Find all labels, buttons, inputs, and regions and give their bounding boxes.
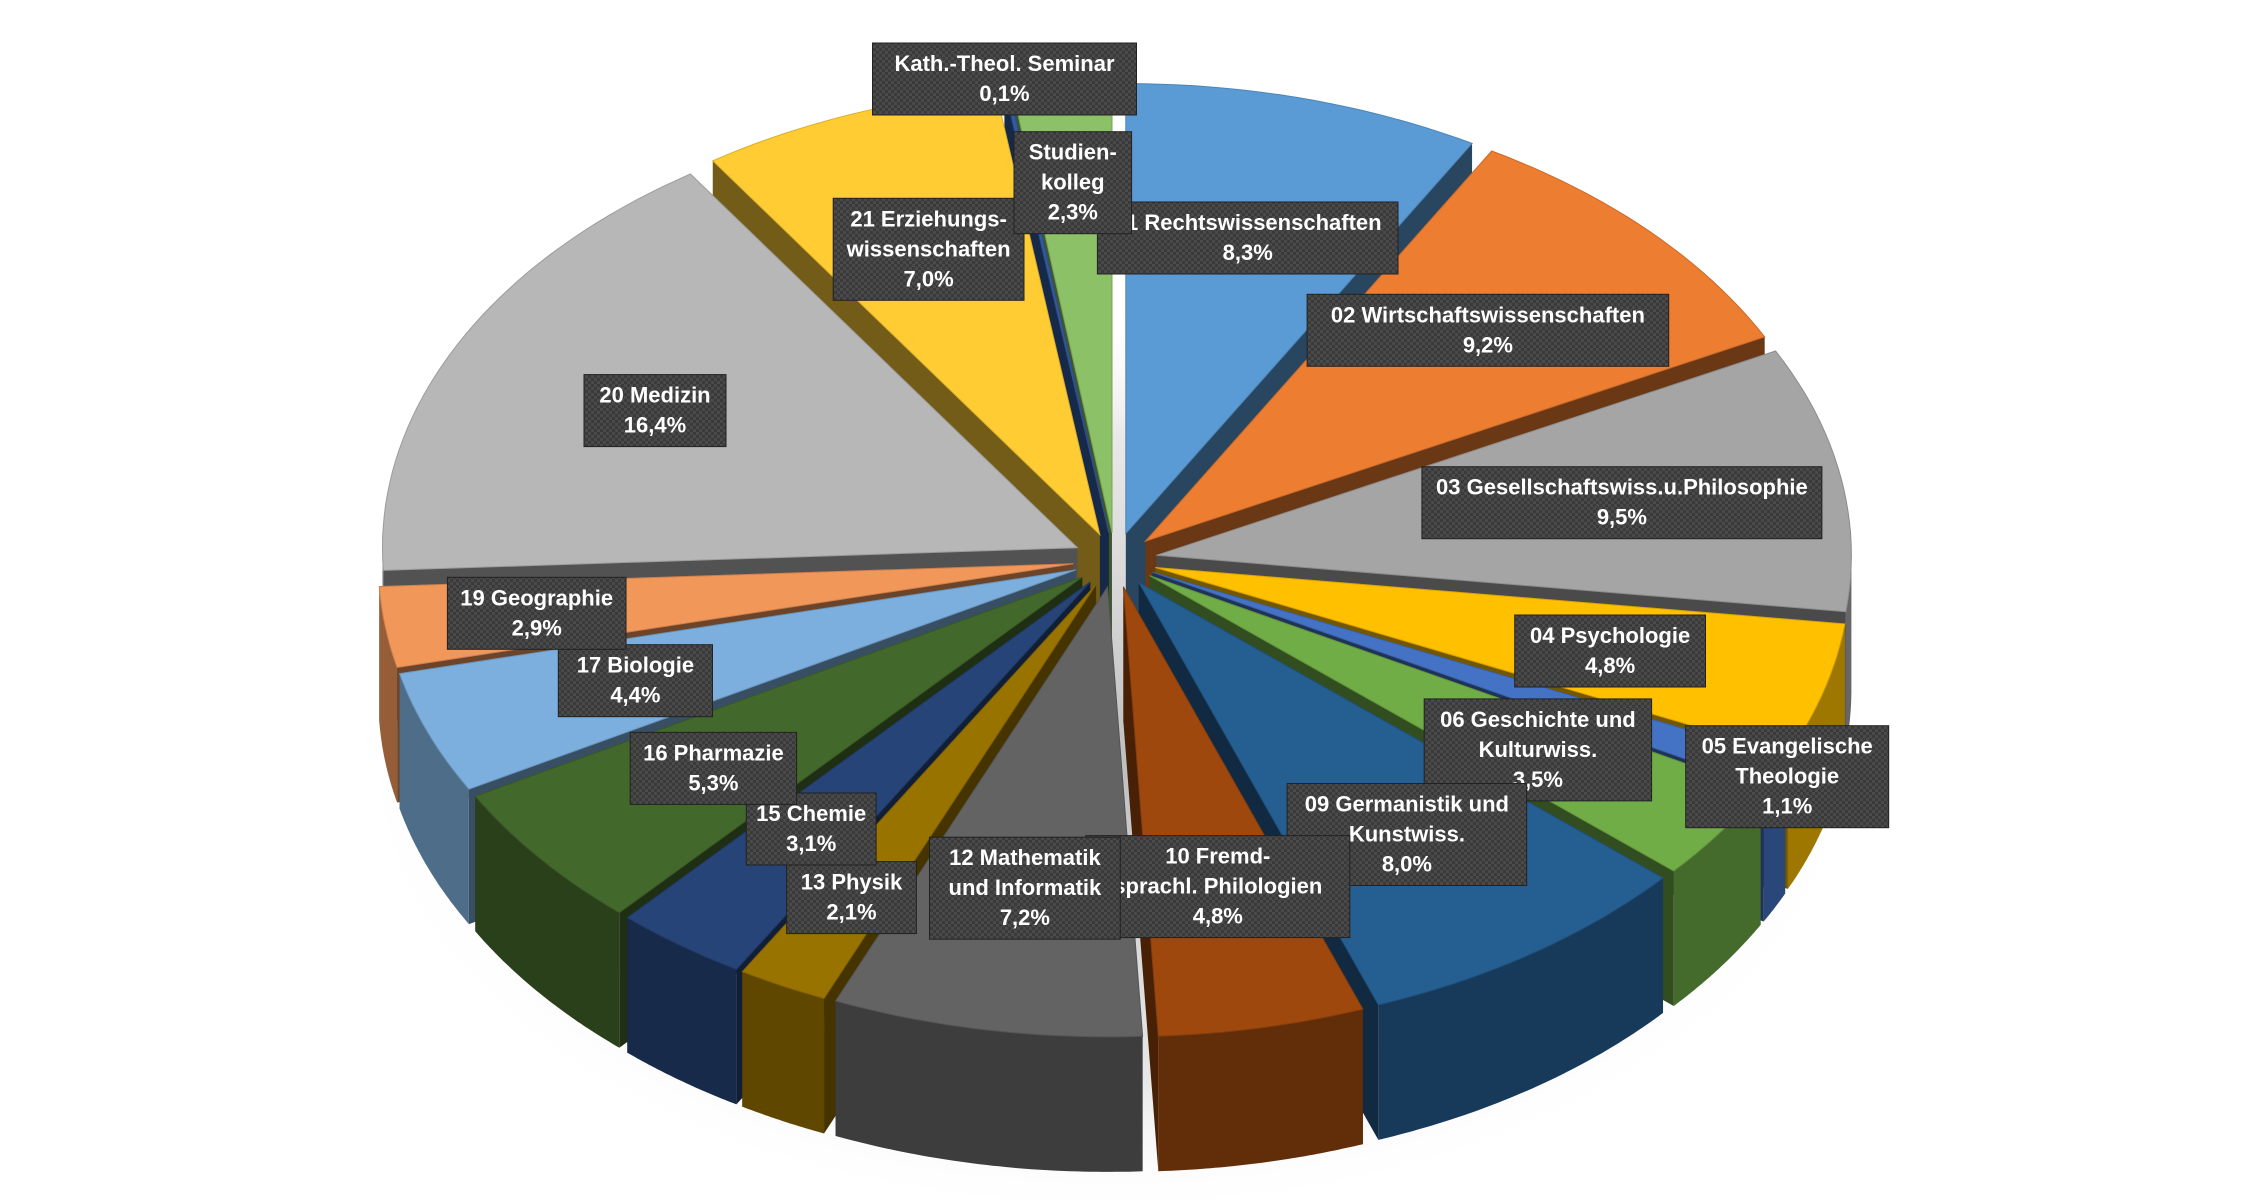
slice-value-label: 5,3%	[688, 770, 738, 795]
slice-value-label: 3,1%	[786, 831, 836, 856]
slice-value-label: 9,5%	[1597, 505, 1647, 530]
slice-name-label: 10 Fremd-	[1165, 844, 1270, 869]
slice-name-label: 06 Geschichte und	[1440, 707, 1636, 732]
slice-label: Kath.-Theol. Seminar 0,1%	[872, 42, 1137, 116]
slice-value-label: 1,1%	[1762, 794, 1812, 819]
slice-value-label: 2,1%	[826, 900, 876, 925]
slice-label: 19 Geographie 2,9%	[446, 576, 627, 650]
slice-outer-side	[627, 917, 737, 1105]
slice-name-label: 16 Pharmazie	[643, 740, 784, 765]
slice-value-label: 4,8%	[1585, 653, 1635, 678]
slice-name-label: Theologie	[1735, 764, 1839, 789]
slice-outer-side	[1158, 1009, 1363, 1172]
slice-label: 10 Fremd-sprachl. Philologien 4,8%	[1085, 835, 1351, 939]
label-box	[629, 731, 798, 805]
label-box	[745, 792, 877, 866]
slice-label: 15 Chemie 3,1%	[745, 792, 877, 866]
slice-name-label: 20 Medizin	[599, 383, 710, 408]
slice-value-label: 16,4%	[624, 413, 686, 438]
label-box	[1096, 201, 1399, 275]
slice-name-label: 17 Biologie	[577, 653, 694, 678]
label-box	[872, 42, 1137, 116]
slice-outer-side	[475, 796, 620, 1048]
slice-value-label: 7,0%	[904, 266, 954, 291]
label-box	[929, 836, 1121, 940]
pie-slice	[398, 569, 1077, 790]
slice-label: 21 Erziehungs-wissenschaften 7,0%	[832, 197, 1025, 301]
slice-name-label: kolleg	[1041, 170, 1105, 195]
slice-value-label: 8,0%	[1382, 852, 1432, 877]
slice-label: 01 Rechtswissenschaften 8,3%	[1096, 201, 1399, 275]
label-box	[446, 576, 627, 650]
slice-outer-side	[1673, 789, 1761, 1006]
label-box	[1013, 131, 1133, 235]
slice-name-label: 01 Rechtswissenschaften	[1114, 210, 1382, 235]
slice-label: 17 Biologie 4,4%	[557, 644, 713, 718]
slice-name-label: 09 Germanistik und	[1305, 792, 1509, 817]
slice-name-label: Kulturwiss.	[1479, 737, 1598, 762]
label-box	[786, 861, 917, 935]
slice-name-label: 12 Mathematik	[949, 845, 1101, 870]
label-box	[1514, 614, 1706, 688]
slice-outer-side	[1845, 555, 1852, 747]
slice-outer-side	[379, 586, 398, 803]
pie-slice	[381, 173, 1079, 571]
slice-name-label: Studien-	[1029, 140, 1117, 165]
slice-name-label: 21 Erziehungs-	[850, 206, 1006, 231]
label-box	[1085, 835, 1351, 939]
slice-name-label: 03 Gesellschaftswiss.u.Philosophie	[1436, 475, 1808, 500]
label-box	[1306, 293, 1670, 367]
slice-label: 12 Mathematik und Informatik 7,2%	[929, 836, 1121, 940]
slice-value-label: 7,2%	[1000, 905, 1050, 930]
pie-slice	[1125, 83, 1473, 535]
slice-label: 02 Wirtschaftswissenschaften 9,2%	[1306, 293, 1670, 367]
label-box	[583, 374, 727, 448]
slice-name-label: 19 Geographie	[460, 585, 613, 610]
slice-value-label: 8,3%	[1223, 240, 1273, 265]
slice-name-label: 02 Wirtschaftswissenschaften	[1331, 302, 1645, 327]
slice-label: 16 Pharmazie 5,3%	[629, 731, 798, 805]
slice-label: 05 Evangelische Theologie 1,1%	[1685, 725, 1890, 829]
slice-name-label: sprachl. Philologien	[1113, 874, 1322, 899]
slice-name-label: und Informatik	[949, 875, 1103, 900]
slice-label: Studien-kolleg 2,3%	[1013, 131, 1133, 235]
slice-name-label: 04 Psychologie	[1530, 623, 1690, 648]
label-box	[1421, 466, 1823, 540]
slice-name-label: 05 Evangelische	[1702, 734, 1873, 759]
pie-slice	[626, 581, 1091, 970]
slice-outer-side	[835, 1001, 1143, 1172]
slice-label: 03 Gesellschaftswiss.u.Philosophie 9,5%	[1421, 466, 1823, 540]
slice-outer-side	[1378, 877, 1663, 1140]
slice-outer-side	[399, 673, 469, 925]
slice-value-label: 0,1%	[979, 81, 1029, 106]
slice-value-label: 2,3%	[1048, 200, 1098, 225]
slice-name-label: wissenschaften	[846, 236, 1011, 261]
slice-label: 20 Medizin 16,4%	[583, 374, 727, 448]
slice-outer-side	[742, 971, 824, 1134]
slice-value-label: 2,9%	[512, 615, 562, 640]
slice-name-label: 13 Physik	[801, 870, 903, 895]
slice-value-label: 4,8%	[1193, 904, 1243, 929]
slice-name-label: Kath.-Theol. Seminar	[894, 51, 1114, 76]
slice-value-label: 4,4%	[610, 683, 660, 708]
slice-name-label: Kunstwiss.	[1349, 822, 1465, 847]
slice-name-label: 15 Chemie	[756, 801, 866, 826]
data-labels: 01 Rechtswissenschaften 8,3% 02 Wirtschaft…	[446, 42, 1890, 940]
label-box	[1685, 725, 1890, 829]
label-box	[557, 644, 713, 718]
label-box	[832, 197, 1025, 301]
slice-label: 04 Psychologie 4,8%	[1514, 614, 1706, 688]
slice-label: 13 Physik 2,1%	[786, 861, 917, 935]
slice-value-label: 9,2%	[1463, 332, 1513, 357]
